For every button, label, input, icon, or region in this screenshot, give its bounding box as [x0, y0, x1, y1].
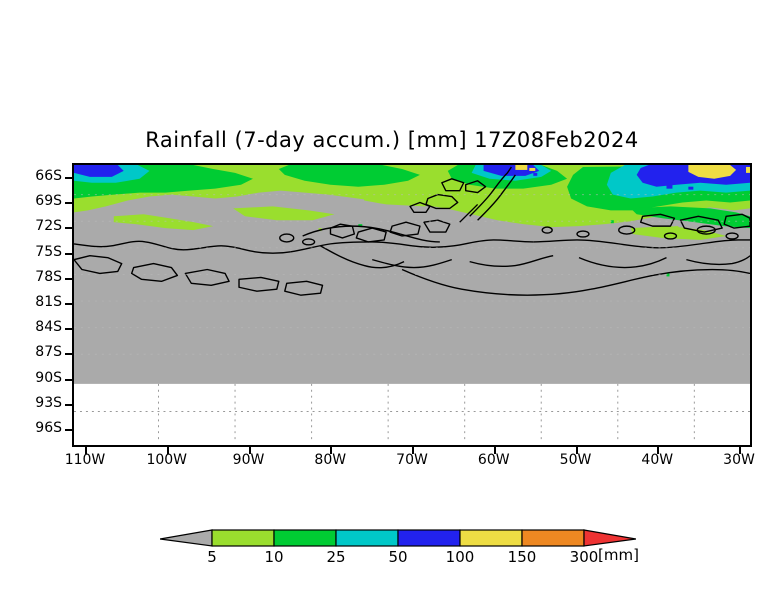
colorbar-units-label: [mm]	[598, 546, 639, 564]
y-axis-tick-label: 66S	[35, 168, 62, 184]
y-axis-tick-label: 90S	[35, 369, 62, 386]
map-plot-area	[72, 163, 752, 447]
x-axis-tick-label: 90W	[232, 452, 265, 468]
x-axis-tick-label: 60W	[477, 452, 510, 468]
colorbar-segment	[397, 529, 461, 547]
y-axis-tick	[65, 252, 72, 255]
x-axis-tick-label: 50W	[559, 452, 592, 468]
colorbar-over-arrow	[583, 529, 636, 547]
x-axis-tick	[493, 447, 496, 454]
y-axis-tick-label: 96S	[35, 420, 62, 436]
colorbar-segment	[335, 529, 399, 547]
y-axis: 66S 69S 72S 75S 78S 81S 84S 87S 90S 93S 96S	[0, 163, 62, 447]
y-axis-tick-label: 69S	[35, 193, 62, 210]
colorbar-tick-label: 25	[326, 548, 346, 566]
y-axis-tick-label: 93S	[35, 394, 62, 411]
x-axis-tick	[739, 447, 741, 454]
x-axis-tick-label: 110W	[64, 452, 106, 468]
y-axis-tick-label: 78S	[35, 268, 62, 285]
x-axis-tick-label: 40W	[641, 452, 674, 468]
colorbar-tick-labels: 5 10 25 50 100 150 300	[160, 548, 680, 568]
y-axis-tick	[65, 202, 72, 205]
y-axis-tick	[65, 227, 72, 230]
y-axis-tick	[65, 303, 72, 305]
y-axis-tick	[65, 328, 72, 331]
colorbar-under-arrow	[160, 529, 213, 547]
colorbar-segment	[273, 529, 337, 547]
x-axis-tick	[330, 447, 333, 454]
y-axis-tick	[65, 353, 72, 356]
y-axis-tick	[65, 177, 72, 179]
rainfall-heatmap	[74, 165, 750, 445]
x-axis-tick	[166, 447, 169, 454]
colorbar-swatches	[160, 529, 636, 547]
y-axis-tick-label: 81S	[35, 294, 62, 310]
x-axis-tick	[575, 447, 578, 454]
x-axis-tick	[85, 447, 87, 454]
colorbar-segment	[211, 529, 275, 547]
colorbar-tick-label: 300	[569, 548, 599, 566]
x-axis-tick-label: 100W	[146, 452, 188, 468]
x-axis: 110W 100W 90W 80W 70W 60W 50W 40W 30W	[65, 452, 755, 476]
y-axis-tick	[65, 277, 72, 280]
x-axis-tick-label: 80W	[314, 452, 347, 468]
colorbar	[160, 528, 636, 550]
colorbar-tick-label: 150	[507, 548, 537, 566]
colorbar-tick-label: 5	[207, 548, 217, 566]
x-axis-tick-label: 30W	[723, 452, 755, 468]
colorbar-tick-label: 50	[388, 548, 408, 566]
x-axis-tick-label: 70W	[396, 452, 428, 468]
colorbar-segment	[521, 529, 585, 547]
colorbar-tick-label: 10	[264, 548, 284, 566]
colorbar-segment	[459, 529, 523, 547]
y-axis-tick	[65, 429, 72, 431]
x-axis-tick	[412, 447, 414, 454]
colorbar-tick-label: 100	[445, 548, 475, 566]
y-axis-tick-label: 87S	[35, 344, 62, 361]
x-axis-tick	[248, 447, 251, 454]
y-axis-tick-label: 75S	[35, 243, 62, 260]
x-axis-tick	[657, 447, 660, 454]
y-axis-tick-label: 84S	[35, 319, 62, 336]
page-title: Rainfall (7-day accum.) [mm] 17Z08Feb202…	[145, 128, 639, 152]
y-axis-tick	[65, 403, 72, 406]
y-axis-tick	[65, 378, 72, 381]
y-axis-tick-label: 72S	[35, 218, 62, 235]
